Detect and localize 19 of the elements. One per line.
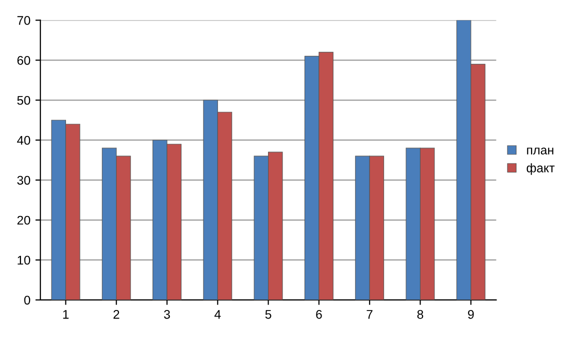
x-tick-label: 7 — [366, 310, 372, 319]
y-tick-label: 0 — [24, 296, 30, 305]
y-tick-label: 30 — [17, 176, 30, 185]
legend-label: факт — [526, 163, 555, 175]
legend-label: план — [527, 148, 554, 154]
x-tick-label: 3 — [164, 310, 170, 319]
y-tick-label: 60 — [17, 56, 30, 65]
y-tick-label: 70 — [17, 16, 30, 25]
y-tick-label: 20 — [17, 216, 30, 225]
y-tick-label: 10 — [18, 256, 30, 265]
x-tick-label: 4 — [214, 310, 221, 319]
y-tick-label: 40 — [17, 136, 30, 145]
x-tick-label: 9 — [468, 310, 474, 319]
x-tick-label: 5 — [265, 310, 272, 319]
x-tick-label: 6 — [316, 310, 322, 319]
x-tick-label: 8 — [417, 310, 424, 319]
y-tick-label: 50 — [17, 96, 30, 105]
x-tick-label: 2 — [114, 310, 120, 319]
x-tick-label: 1 — [63, 310, 69, 319]
